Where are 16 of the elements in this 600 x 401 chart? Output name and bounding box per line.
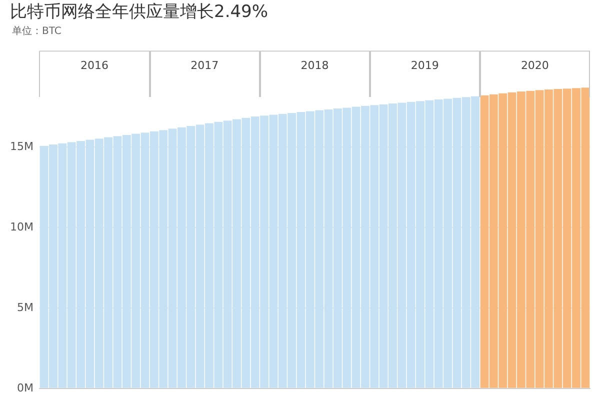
year-header-cell: 2016	[39, 50, 150, 97]
y-tick-label: 15M	[10, 140, 34, 153]
y-tick-label: 0M	[16, 381, 34, 394]
annotation: 2016	[80, 58, 109, 72]
chart-title: 比特币网络全年供应量增长2.49%	[10, 1, 268, 23]
year-header-cell: 2018	[260, 50, 370, 97]
annotation: 2017	[190, 58, 219, 72]
year-header-cell: 2019	[370, 50, 480, 97]
y-tick-label: 5M	[16, 300, 34, 314]
annotation: 2019	[410, 58, 439, 72]
year-header-cell: 2020	[480, 50, 590, 97]
year-header-cell: 2017	[150, 50, 260, 97]
annotation: 2020	[520, 58, 549, 72]
chart-subtitle: 单位：BTC	[12, 24, 62, 38]
y-tick-label: 10M	[10, 220, 34, 234]
annotation: 2018	[300, 58, 329, 72]
